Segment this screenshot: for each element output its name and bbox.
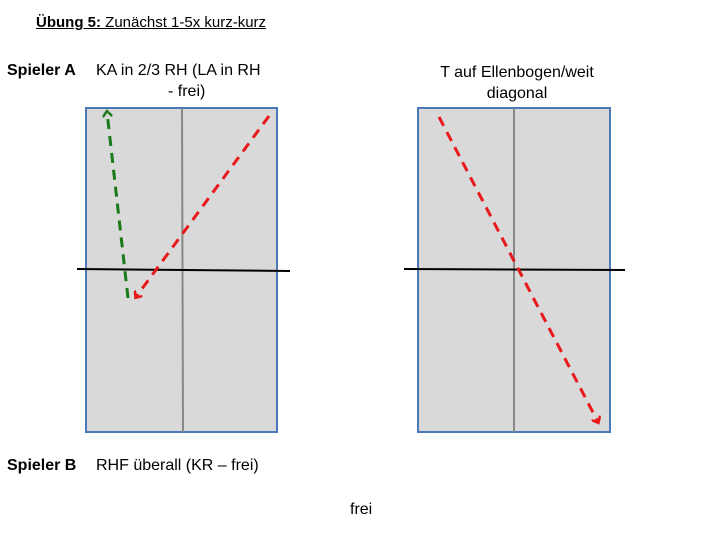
exercise-number: Übung 5: [36,14,101,31]
red-arrow-left [136,115,271,297]
player-a-left-line1: KA in 2/3 RH (LA in RH [96,62,261,79]
right-table-net [403,268,626,271]
player-b-label: Spieler B [7,457,77,474]
player-b-description: RHF überall (KR – frei) [96,457,259,474]
player-a-right-line1: T auf Ellenbogen/weit [440,64,594,81]
player-a-right-line2: diagonal [486,85,548,102]
player-a-label: Spieler A [7,62,76,79]
left-table-net [76,268,291,272]
green-arrow [107,112,130,299]
right-table [403,107,626,433]
footer-text: frei [350,501,373,518]
left-table [76,107,291,433]
exercise-description: Zunächst 1-5x kurz-kurz [105,14,267,31]
exercise-title: Übung 5: Zunächst 1-5x kurz-kurz [36,14,266,31]
player-a-left-line2: - frei) [168,83,206,100]
red-arrow-right [437,116,598,422]
